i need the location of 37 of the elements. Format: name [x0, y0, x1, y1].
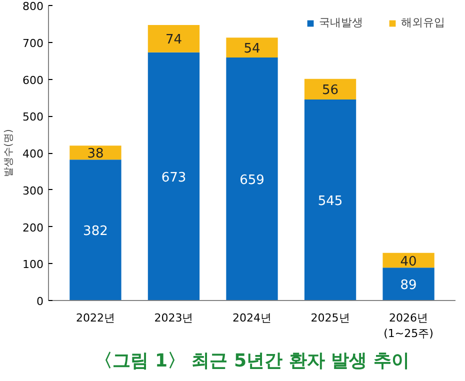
- y-tick-label: 400: [22, 148, 44, 160]
- legend-label: 국내발생: [319, 15, 363, 30]
- bar: [148, 52, 200, 300]
- data-label: 89: [400, 278, 417, 294]
- x-tick-label: 2022년: [76, 312, 115, 324]
- x-tick-label: 2024년: [232, 312, 272, 324]
- bar: [226, 57, 278, 300]
- data-label: 382: [83, 224, 108, 240]
- x-tick-label: 2026년 (1~25주): [384, 312, 434, 340]
- bar: [304, 78, 356, 100]
- y-tick-label: 700: [22, 36, 44, 50]
- bar: [304, 100, 356, 300]
- y-tick-label: 600: [22, 74, 44, 87]
- y-tick-label: 500: [22, 110, 44, 124]
- text: 〈그림 1〉 최근 5년간 환자 발생 추이: [94, 350, 410, 372]
- data-label: 659: [240, 172, 264, 188]
- x-tick-label: 2023년: [154, 312, 194, 324]
- y-tick-label: 300: [22, 184, 44, 198]
- x-tick-label: 2025년: [310, 312, 350, 324]
- y-tick-label: 0: [36, 295, 44, 308]
- bar: [148, 25, 200, 52]
- data-label: 673: [161, 170, 186, 186]
- y-tick-label: 200: [22, 221, 44, 234]
- bar: [382, 252, 434, 268]
- y-tick-label: 800: [22, 0, 44, 13]
- bar: [382, 268, 434, 300]
- y-axis-title: 발생수(명): [4, 129, 15, 177]
- data-label: 56: [322, 83, 339, 98]
- legend-label: 해외유입: [401, 15, 445, 30]
- data-label: 54: [244, 42, 260, 57]
- y-tick-label: 100: [22, 258, 44, 272]
- data-label: 40: [400, 254, 417, 270]
- bar: [226, 38, 278, 58]
- data-label: 545: [318, 194, 343, 210]
- data-label: 74: [165, 32, 182, 48]
- data-label: 38: [87, 146, 104, 162]
- bar: [70, 160, 122, 300]
